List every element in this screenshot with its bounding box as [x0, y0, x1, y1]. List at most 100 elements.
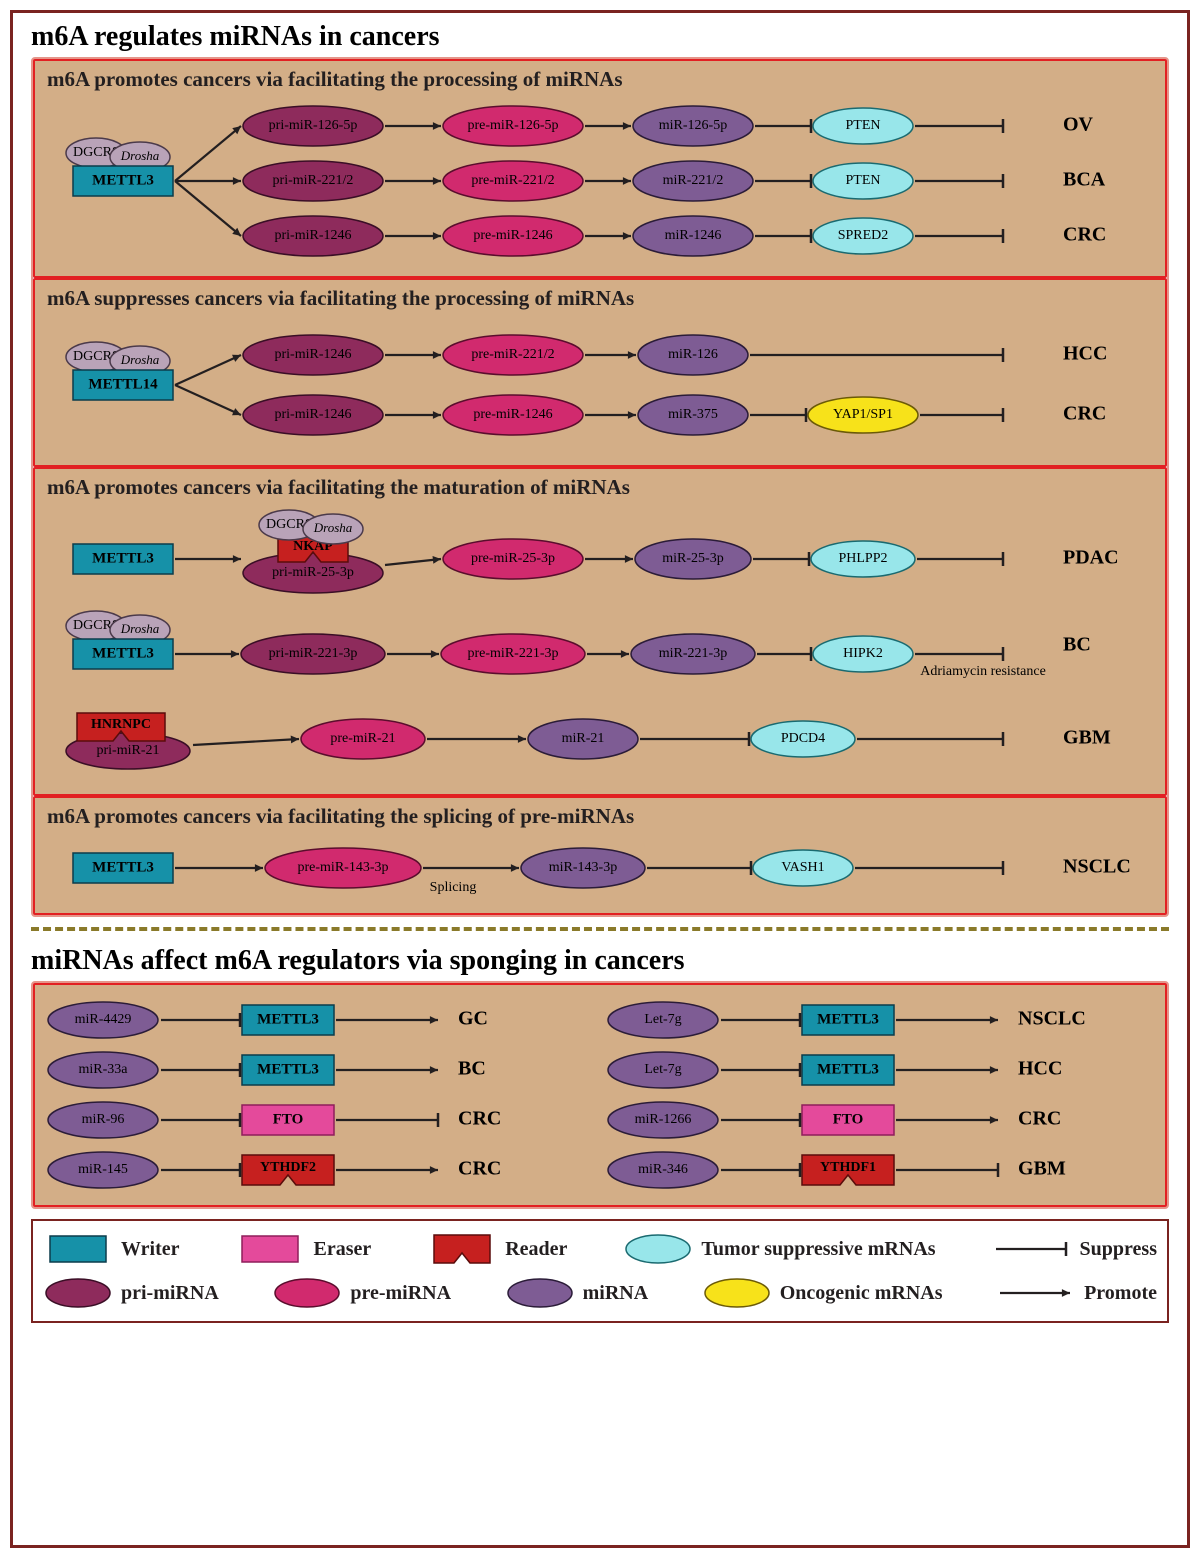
svg-text:pri-miR-1246: pri-miR-1246 [275, 347, 352, 362]
svg-text:miR-1266: miR-1266 [635, 1112, 692, 1127]
svg-text:miR-145: miR-145 [78, 1162, 128, 1177]
svg-text:Drosha: Drosha [313, 520, 353, 535]
panel4-svg: METTL3 pre-miR-143-3p miR-143-3p VASH1 Splic… [43, 833, 1163, 903]
svg-text:miR-126: miR-126 [668, 347, 718, 362]
svg-text:HIPK2: HIPK2 [843, 646, 883, 661]
svg-text:METTL3: METTL3 [92, 859, 154, 875]
svg-text:Drosha: Drosha [120, 352, 160, 367]
svg-text:CRC: CRC [1063, 224, 1106, 246]
svg-text:PHLPP2: PHLPP2 [838, 551, 887, 566]
panel2-title: m6A suppresses cancers via facilitating … [47, 286, 1157, 311]
svg-text:Splicing: Splicing [430, 880, 477, 895]
svg-text:METTL3: METTL3 [92, 550, 154, 566]
legend-label: Eraser [313, 1238, 371, 1261]
legend-item: miRNA [505, 1275, 649, 1311]
svg-text:GC: GC [458, 1008, 488, 1030]
panel4: m6A promotes cancers via facilitating th… [33, 796, 1167, 915]
svg-text:SPRED2: SPRED2 [838, 228, 889, 243]
figure-outer: m6A regulates miRNAs in cancers m6A prom… [10, 10, 1190, 1548]
svg-text:pre-miR-143-3p: pre-miR-143-3p [298, 860, 389, 875]
section1-title: m6A regulates miRNAs in cancers [13, 13, 1187, 57]
legend-label: pri-miRNA [121, 1282, 219, 1305]
svg-text:YAP1/SP1: YAP1/SP1 [833, 407, 893, 422]
panel1-title: m6A promotes cancers via facilitating th… [47, 67, 1157, 92]
svg-text:OV: OV [1063, 114, 1094, 136]
svg-text:miR-4429: miR-4429 [75, 1012, 132, 1027]
svg-text:NSCLC: NSCLC [1063, 856, 1131, 878]
legend-item: Tumor suppressive mRNAs [623, 1231, 935, 1267]
svg-text:METTL3: METTL3 [257, 1061, 319, 1077]
legend: Writer Eraser Reader Tumor suppressive mRNA… [31, 1219, 1169, 1323]
svg-text:PDCD4: PDCD4 [781, 731, 825, 746]
svg-text:VASH1: VASH1 [781, 860, 824, 875]
legend-label: Reader [505, 1238, 567, 1261]
svg-text:CRC: CRC [458, 1108, 501, 1130]
panel3-title: m6A promotes cancers via facilitating th… [47, 475, 1157, 500]
svg-text:pri-miR-25-3p: pri-miR-25-3p [272, 565, 354, 580]
svg-text:pre-miR-221/2: pre-miR-221/2 [471, 173, 554, 188]
svg-text:miR-21: miR-21 [562, 731, 605, 746]
svg-text:miR-126-5p: miR-126-5p [659, 118, 727, 133]
svg-text:Drosha: Drosha [120, 148, 160, 163]
svg-text:pri-miR-1246: pri-miR-1246 [275, 228, 352, 243]
svg-text:miR-375: miR-375 [668, 407, 718, 422]
svg-text:pre-miR-25-3p: pre-miR-25-3p [471, 551, 555, 566]
panel2: m6A suppresses cancers via facilitating … [33, 278, 1167, 467]
svg-text:pre-miR-126-5p: pre-miR-126-5p [468, 118, 559, 133]
svg-text:GBM: GBM [1018, 1158, 1066, 1180]
svg-text:Adriamycin resistance: Adriamycin resistance [920, 664, 1046, 679]
svg-text:pre-miR-221-3p: pre-miR-221-3p [468, 646, 559, 661]
legend-item: Oncogenic mRNAs [702, 1275, 943, 1311]
svg-text:FTO: FTO [833, 1111, 864, 1127]
svg-text:miR-96: miR-96 [82, 1112, 125, 1127]
legend-label: Oncogenic mRNAs [780, 1282, 943, 1305]
legend-item: Writer [43, 1231, 180, 1267]
legend-row: pri-miRNA pre-miRNA miRNA Oncogenic mRNAs Pr… [43, 1271, 1157, 1315]
svg-text:METTL14: METTL14 [88, 376, 158, 392]
legend-item: Suppress [992, 1231, 1157, 1267]
svg-text:PTEN: PTEN [846, 118, 881, 133]
panel3-svg: METTL3pri-miR-25-3pNKAPDGCR8Droshapre-mi… [43, 504, 1163, 784]
svg-text:Let-7g: Let-7g [644, 1012, 681, 1027]
svg-text:HNRNPC: HNRNPC [91, 717, 151, 732]
svg-text:pre-miR-21: pre-miR-21 [330, 731, 395, 746]
legend-label: Suppress [1080, 1238, 1157, 1261]
legend-label: Tumor suppressive mRNAs [701, 1238, 935, 1261]
legend-label: miRNA [583, 1282, 649, 1305]
section-divider [31, 927, 1169, 931]
svg-text:miR-346: miR-346 [638, 1162, 688, 1177]
panel3: m6A promotes cancers via facilitating th… [33, 467, 1167, 796]
svg-text:BC: BC [1063, 634, 1091, 656]
sponging-svg: miR-4429METTL3GCmiR-33aMETTL3BCmiR-96FTO… [43, 995, 1163, 1195]
svg-text:GBM: GBM [1063, 727, 1111, 749]
svg-text:CRC: CRC [458, 1158, 501, 1180]
svg-text:YTHDF1: YTHDF1 [820, 1160, 876, 1175]
svg-text:pri-miR-126-5p: pri-miR-126-5p [269, 118, 358, 133]
svg-text:miR-221/2: miR-221/2 [663, 173, 724, 188]
svg-text:PTEN: PTEN [846, 173, 881, 188]
svg-text:Let-7g: Let-7g [644, 1062, 681, 1077]
legend-item: Promote [996, 1275, 1157, 1311]
legend-label: Promote [1084, 1282, 1157, 1305]
legend-row: Writer Eraser Reader Tumor suppressive mRNA… [43, 1227, 1157, 1271]
svg-text:Drosha: Drosha [120, 621, 160, 636]
svg-text:METTL3: METTL3 [257, 1011, 319, 1027]
legend-label: pre-miRNA [350, 1282, 451, 1305]
svg-text:pre-miR-1246: pre-miR-1246 [473, 228, 552, 243]
svg-text:miR-33a: miR-33a [79, 1062, 129, 1077]
svg-text:HCC: HCC [1063, 343, 1107, 365]
svg-text:miR-143-3p: miR-143-3p [549, 860, 617, 875]
svg-text:PDAC: PDAC [1063, 547, 1119, 569]
svg-text:BCA: BCA [1063, 169, 1106, 191]
svg-text:METTL3: METTL3 [817, 1061, 879, 1077]
section2-block: miR-4429METTL3GCmiR-33aMETTL3BCmiR-96FTO… [31, 981, 1169, 1209]
svg-text:pre-miR-1246: pre-miR-1246 [473, 407, 552, 422]
svg-text:pre-miR-221/2: pre-miR-221/2 [471, 347, 554, 362]
svg-text:miR-1246: miR-1246 [665, 228, 722, 243]
panel1-svg: DGCR8DroshaMETTL3pri-miR-126-5ppre-miR-1… [43, 96, 1163, 266]
svg-text:METTL3: METTL3 [92, 172, 154, 188]
sponging-panel: miR-4429METTL3GCmiR-33aMETTL3BCmiR-96FTO… [33, 983, 1167, 1207]
panel1: m6A promotes cancers via facilitating th… [33, 59, 1167, 278]
section1-block: m6A promotes cancers via facilitating th… [31, 57, 1169, 917]
svg-text:NSCLC: NSCLC [1018, 1008, 1086, 1030]
